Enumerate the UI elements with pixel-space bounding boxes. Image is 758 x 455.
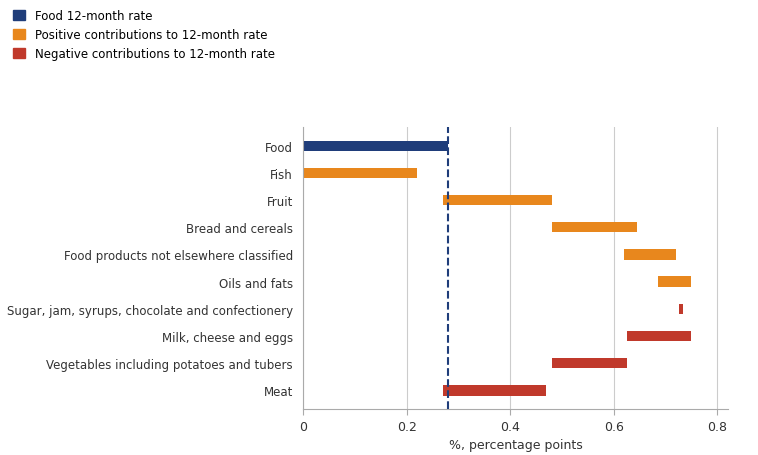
Bar	[627, 331, 691, 341]
Bar	[552, 358, 627, 369]
Bar	[303, 141, 448, 152]
Bar	[552, 222, 637, 233]
Bar	[678, 304, 683, 314]
X-axis label: %, percentage points: %, percentage points	[449, 439, 582, 451]
Legend: Food 12-month rate, Positive contributions to 12-month rate, Negative contributi: Food 12-month rate, Positive contributio…	[14, 10, 274, 61]
Bar	[443, 196, 552, 206]
Bar	[658, 277, 691, 287]
Bar	[443, 385, 547, 396]
Bar	[624, 250, 676, 260]
Bar	[303, 168, 417, 179]
